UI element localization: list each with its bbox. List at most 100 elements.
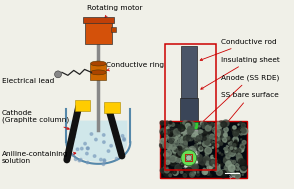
Circle shape [165, 150, 171, 156]
Text: 1μm: 1μm [228, 175, 236, 179]
Circle shape [209, 126, 211, 128]
Circle shape [192, 164, 198, 170]
Circle shape [166, 144, 172, 149]
Circle shape [74, 158, 77, 160]
Circle shape [182, 165, 184, 167]
Circle shape [110, 145, 112, 147]
Circle shape [228, 160, 234, 166]
Circle shape [178, 125, 185, 131]
Circle shape [165, 168, 169, 173]
Circle shape [201, 138, 202, 139]
Circle shape [228, 165, 235, 171]
Circle shape [182, 135, 186, 139]
Circle shape [208, 122, 214, 129]
Circle shape [204, 129, 210, 135]
Circle shape [167, 157, 173, 163]
Circle shape [238, 131, 239, 132]
Circle shape [228, 137, 230, 139]
Circle shape [175, 164, 182, 171]
Circle shape [224, 127, 228, 132]
Circle shape [163, 142, 169, 148]
Circle shape [231, 127, 237, 132]
Circle shape [220, 172, 221, 173]
Circle shape [164, 153, 168, 157]
Circle shape [164, 153, 168, 157]
Circle shape [209, 166, 213, 169]
Circle shape [224, 148, 226, 150]
Circle shape [199, 146, 201, 149]
Circle shape [172, 156, 175, 159]
Circle shape [163, 129, 164, 130]
Circle shape [203, 131, 206, 134]
Circle shape [199, 142, 201, 144]
Circle shape [208, 172, 209, 173]
Circle shape [233, 126, 236, 129]
Circle shape [166, 170, 171, 176]
Circle shape [187, 129, 193, 134]
Circle shape [235, 143, 237, 145]
Circle shape [203, 168, 205, 170]
Circle shape [219, 126, 221, 128]
Circle shape [230, 164, 235, 169]
Circle shape [165, 154, 168, 157]
Circle shape [93, 155, 96, 157]
Circle shape [200, 147, 202, 149]
Circle shape [225, 168, 226, 170]
Circle shape [204, 139, 211, 145]
Circle shape [177, 148, 183, 155]
Circle shape [185, 148, 191, 154]
Circle shape [181, 150, 197, 166]
Circle shape [214, 138, 216, 140]
Circle shape [240, 164, 247, 170]
Circle shape [210, 140, 213, 142]
Circle shape [231, 172, 235, 176]
Circle shape [200, 144, 205, 148]
Circle shape [205, 161, 209, 164]
Circle shape [202, 150, 203, 151]
Circle shape [204, 169, 206, 171]
Circle shape [181, 129, 187, 135]
Circle shape [221, 122, 227, 127]
Circle shape [188, 135, 193, 141]
Circle shape [183, 152, 190, 158]
Bar [165, 44, 216, 170]
Circle shape [102, 163, 105, 166]
Circle shape [198, 125, 200, 127]
Circle shape [183, 139, 184, 141]
Circle shape [216, 146, 218, 148]
Circle shape [182, 134, 186, 138]
Circle shape [217, 138, 223, 144]
Circle shape [168, 136, 172, 140]
Circle shape [76, 148, 79, 150]
Circle shape [194, 136, 198, 140]
Circle shape [237, 149, 241, 153]
Circle shape [240, 145, 245, 149]
Circle shape [95, 138, 97, 141]
Circle shape [226, 154, 230, 159]
Circle shape [189, 146, 196, 153]
Circle shape [233, 160, 236, 164]
Circle shape [182, 142, 187, 147]
Circle shape [103, 159, 106, 161]
Circle shape [206, 161, 210, 166]
Circle shape [243, 169, 244, 170]
Circle shape [181, 139, 183, 142]
Circle shape [190, 166, 196, 172]
Circle shape [208, 160, 215, 167]
Circle shape [215, 159, 220, 165]
Circle shape [171, 144, 176, 150]
Circle shape [204, 171, 207, 174]
Circle shape [221, 154, 223, 155]
Circle shape [199, 147, 203, 151]
Circle shape [213, 164, 220, 171]
Circle shape [229, 147, 232, 149]
Circle shape [218, 128, 222, 132]
Circle shape [231, 166, 233, 168]
Circle shape [171, 123, 174, 126]
Circle shape [178, 150, 179, 151]
Circle shape [182, 147, 187, 152]
Circle shape [197, 144, 198, 145]
Circle shape [161, 152, 165, 155]
Circle shape [192, 131, 198, 137]
Circle shape [205, 153, 208, 156]
